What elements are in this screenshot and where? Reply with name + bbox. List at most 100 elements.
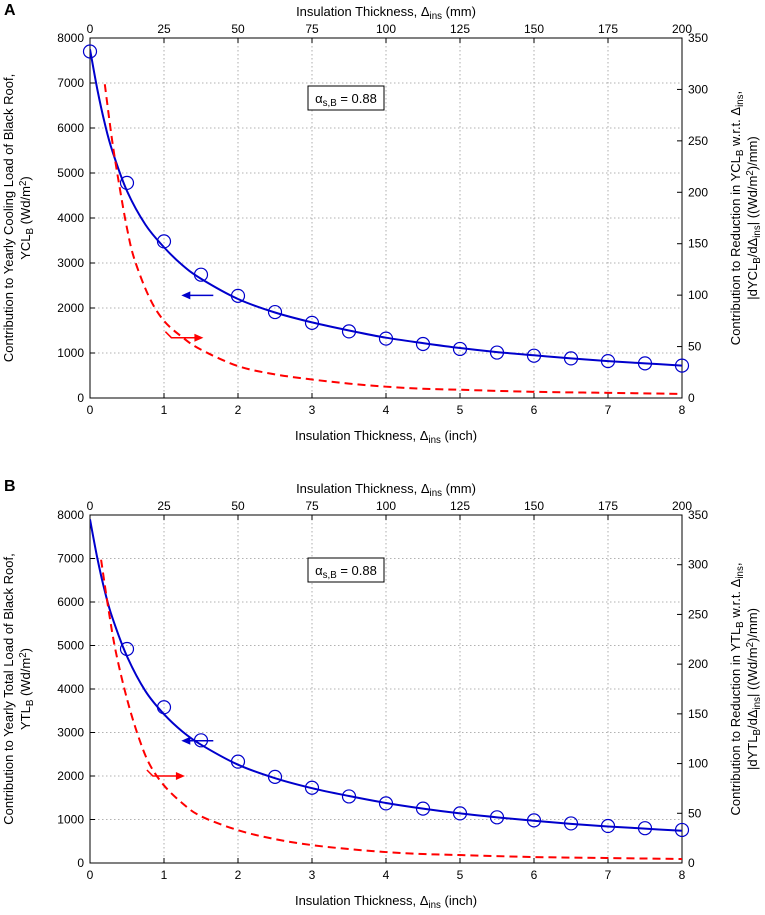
y-right-tick-label: 250 <box>688 134 708 148</box>
x-tick-label: 3 <box>309 868 316 882</box>
data-point <box>230 754 246 769</box>
grid <box>90 515 682 863</box>
chart-panel-a: 0 1 2 3 4 5 6 7 80 25 50 75 100 125 150 175 200010002000… <box>1 4 763 446</box>
x-tick-label: 8 <box>679 868 686 882</box>
y-left-tick-label: 2000 <box>57 769 84 783</box>
x-tick-label: 5 <box>457 403 464 417</box>
y-left-tick-label: 8000 <box>57 31 84 45</box>
arrow-left-head <box>181 291 191 300</box>
data-point <box>600 818 616 834</box>
plot-area <box>90 519 682 861</box>
annotation-box <box>307 557 385 583</box>
arrow-left-head <box>181 736 191 745</box>
y-right-tick-label: 50 <box>688 806 702 820</box>
right-axis-label-line2: |dYCLB/dΔins| ((Wd/m2)/mm) <box>745 136 763 299</box>
y-left-tick-label: 6000 <box>57 121 84 135</box>
x-tick-label: 5 <box>457 868 464 882</box>
left-axis-label-line1: Contribution to Yearly Cooling Load of B… <box>1 74 16 362</box>
y-left-tick-label: 4000 <box>57 682 84 696</box>
data-point <box>119 175 135 190</box>
x-top-tick-label: 125 <box>450 499 470 513</box>
data-point <box>119 641 135 657</box>
arrow-right-head <box>175 772 185 780</box>
x-tick-label: 3 <box>309 403 316 417</box>
x-top-tick-label: 50 <box>231 499 245 513</box>
plot-area <box>90 49 682 395</box>
x-top-tick-label: 50 <box>231 22 245 36</box>
data-point <box>674 822 690 838</box>
x-tick-label: 2 <box>235 868 242 882</box>
annotation-text: αs,B = 0.88 <box>315 91 377 109</box>
x-top-tick-label: 100 <box>376 22 396 36</box>
y-right-tick-label: 0 <box>688 856 695 870</box>
y-left-tick-label: 0 <box>77 391 84 405</box>
y-right-tick-label: 300 <box>688 558 708 572</box>
data-point <box>304 780 320 795</box>
y-right-tick-label: 150 <box>688 707 708 721</box>
x-top-tick-label: 200 <box>672 499 692 513</box>
grid <box>90 38 682 398</box>
data-point <box>489 810 505 825</box>
bottom-axis-label: Insulation Thickness, Δins (inch) <box>295 428 477 446</box>
bottom-axis-label: Insulation Thickness, Δins (inch) <box>295 893 477 911</box>
y-right-tick-label: 150 <box>688 237 708 251</box>
y-left-tick-label: 0 <box>77 856 84 870</box>
data-point <box>452 341 468 357</box>
data-point <box>341 789 357 804</box>
data-point <box>378 331 394 346</box>
panel-label-a: A <box>4 2 16 19</box>
data-point <box>637 821 653 836</box>
x-top-tick-label: 150 <box>524 22 544 36</box>
left-axis-label-line2: YCLB (Wd/m2) <box>18 176 36 260</box>
panel-label-b: B <box>4 478 16 495</box>
x-top-tick-label: 25 <box>157 499 171 513</box>
data-point <box>600 354 616 369</box>
data-point <box>415 336 431 352</box>
y-right-tick-label: 100 <box>688 288 708 302</box>
y-right-tick-label: 300 <box>688 82 708 96</box>
data-point <box>341 324 357 339</box>
right-axis-label-line1: Contribution to Reduction in YCLB w.r.t.… <box>728 91 746 345</box>
left-axis-label-line2: YTLB (Wd/m2) <box>18 648 36 730</box>
y-left-tick-label: 7000 <box>57 76 84 90</box>
top-axis-label: Insulation Thickness, Δins (mm) <box>296 481 476 499</box>
data-point <box>378 796 394 811</box>
y-right-tick-label: 200 <box>688 185 708 199</box>
arrow-right-shaft <box>164 331 198 339</box>
series-line-solid <box>90 49 682 367</box>
data-point <box>563 816 579 831</box>
right-axis-label-line1: Contribution to Reduction in YTLB w.r.t.… <box>728 563 746 816</box>
x-tick-label: 1 <box>161 868 168 882</box>
y-left-tick-label: 7000 <box>57 552 84 566</box>
x-top-tick-label: 100 <box>376 499 396 513</box>
data-point <box>526 348 542 363</box>
y-right-tick-label: 100 <box>688 757 708 771</box>
x-top-tick-label: 25 <box>157 22 171 36</box>
y-right-tick-label: 250 <box>688 607 708 621</box>
left-axis-label-line1: Contribution to Yearly Total Load of Bla… <box>1 553 16 825</box>
series-line-dashed <box>103 84 682 395</box>
x-top-tick-label: 200 <box>672 22 692 36</box>
y-right-tick-label: 50 <box>688 340 702 354</box>
y-left-tick-label: 2000 <box>57 301 84 315</box>
y-left-tick-label: 6000 <box>57 595 84 609</box>
x-tick-label: 0 <box>87 868 94 882</box>
y-left-tick-label: 3000 <box>57 256 84 270</box>
x-tick-label: 7 <box>605 403 612 417</box>
y-left-tick-label: 4000 <box>57 211 84 225</box>
data-point <box>156 234 172 249</box>
x-top-tick-label: 0 <box>87 499 94 513</box>
y-right-tick-label: 0 <box>688 391 695 405</box>
y-left-tick-label: 5000 <box>57 166 84 180</box>
x-top-tick-label: 75 <box>305 22 319 36</box>
x-tick-label: 8 <box>679 403 686 417</box>
arrow-right-shaft <box>146 769 179 777</box>
data-point <box>415 801 431 816</box>
data-point <box>563 351 579 366</box>
y-right-tick-label: 200 <box>688 657 708 671</box>
annotation-text: αs,B = 0.88 <box>315 563 377 581</box>
x-tick-label: 0 <box>87 403 94 417</box>
y-left-tick-label: 1000 <box>57 346 84 360</box>
data-point <box>156 700 172 715</box>
top-axis-label: Insulation Thickness, Δins (mm) <box>296 4 476 22</box>
